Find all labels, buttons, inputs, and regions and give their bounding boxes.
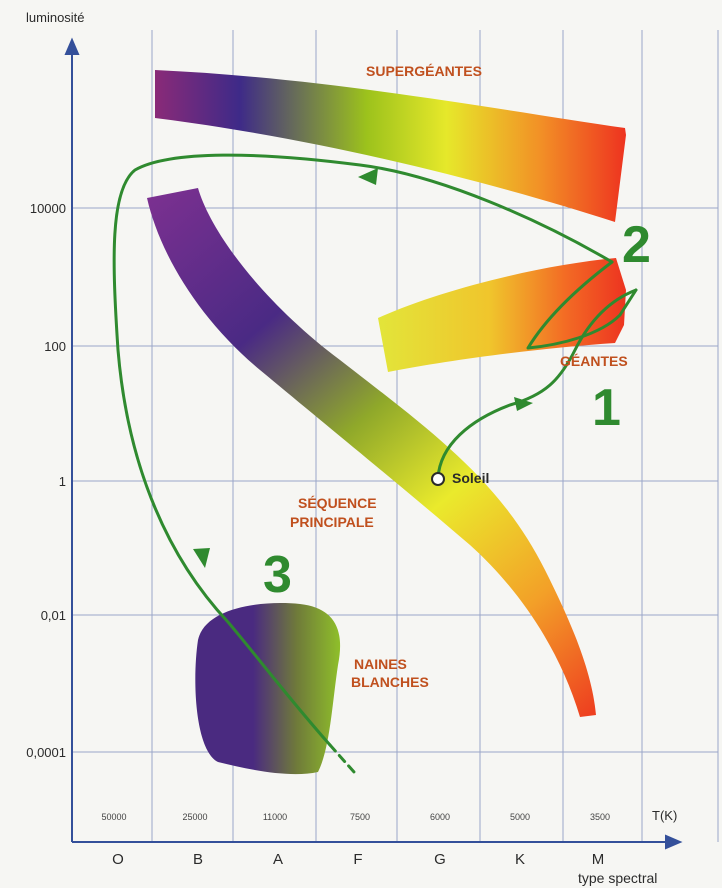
supergiants-label: SUPERGÉANTES [366, 63, 482, 79]
sun-label: Soleil [452, 470, 489, 486]
spectral-type-label: A [273, 851, 283, 868]
temperature-label: 6000 [430, 812, 450, 822]
spectral-type-label: K [515, 851, 525, 868]
evolution-track [112, 153, 638, 774]
sun-marker [431, 472, 445, 486]
arrow-icon [193, 548, 210, 568]
temperature-label: 50000 [101, 812, 126, 822]
temperature-axis-title: T(K) [652, 808, 677, 823]
y-tick-label: 0,0001 [26, 745, 66, 760]
white-dwarfs-label-2: BLANCHES [351, 674, 429, 690]
y-tick-label: 1 [59, 474, 66, 489]
temperature-label: 7500 [350, 812, 370, 822]
main-sequence-band [147, 188, 596, 717]
temperature-label: 11000 [263, 812, 287, 822]
giants-label: GÉANTES [560, 353, 628, 369]
temperature-label: 3500 [590, 812, 610, 822]
arrow-icon [358, 168, 378, 185]
spectral-type-label: G [434, 851, 446, 868]
track-arrows [193, 168, 533, 568]
temperature-label: 5000 [510, 812, 530, 822]
spectral-type-label: O [112, 851, 124, 868]
main-sequence-label-2: PRINCIPALE [290, 514, 374, 530]
stage-2: 2 [622, 216, 651, 274]
temperature-labels: 50000 25000 11000 7500 6000 5000 3500 [101, 812, 610, 822]
stage-1: 1 [592, 379, 621, 437]
y-tick-label: 100 [44, 339, 66, 354]
spectral-type-label: B [193, 851, 203, 868]
spectral-axis-title: type spectral [578, 870, 657, 886]
y-axis-title: luminosité [26, 10, 85, 25]
spectral-type-label: M [592, 851, 605, 868]
y-tick-label: 0,01 [41, 608, 66, 623]
y-tick-labels: 10000 100 1 0,01 0,0001 [26, 201, 66, 760]
white-dwarfs-region [195, 603, 341, 775]
y-tick-label: 10000 [30, 201, 66, 216]
arrow-icon [514, 397, 533, 411]
white-dwarfs-label-1: NAINES [354, 656, 407, 672]
spectral-type-label: F [353, 851, 362, 868]
temperature-label: 25000 [182, 812, 207, 822]
supergiants-band [155, 70, 626, 222]
main-sequence-label-1: SÉQUENCE [298, 495, 377, 511]
stage-3: 3 [263, 546, 292, 604]
axes [64, 37, 683, 850]
